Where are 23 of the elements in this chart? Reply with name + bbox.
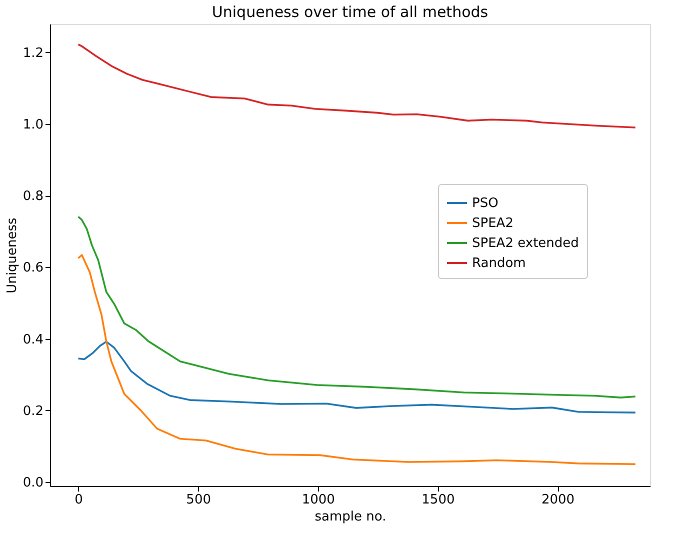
legend-label: SPEA2 extended xyxy=(472,236,579,251)
x-tick-label: 500 xyxy=(186,492,211,508)
line-series xyxy=(77,340,636,414)
y-tick-label: 0.2 xyxy=(22,404,44,419)
x-tick-label: 1500 xyxy=(422,492,455,508)
chart-title: Uniqueness over time of all methods xyxy=(212,3,488,21)
y-axis-title: Uniqueness xyxy=(4,217,20,294)
legend-label: Random xyxy=(472,256,526,271)
y-tick-label: 0.4 xyxy=(22,332,44,348)
y-tick-label: 0.0 xyxy=(22,476,44,491)
legend-label: PSO xyxy=(472,196,498,211)
y-tick-label: 1.0 xyxy=(22,117,44,132)
line-series xyxy=(77,44,636,128)
line-series xyxy=(77,216,636,398)
y-tick-label: 0.6 xyxy=(22,260,44,276)
x-tick-label: 1000 xyxy=(302,492,335,508)
x-tick-label: 2000 xyxy=(541,492,575,508)
x-axis-title: sample no. xyxy=(314,510,386,524)
y-tick-label: 1.2 xyxy=(22,46,44,61)
x-tick-label: 0 xyxy=(74,492,83,508)
legend-label: SPEA2 xyxy=(472,216,514,231)
line-series xyxy=(77,254,636,466)
y-tick-label: 0.8 xyxy=(22,189,44,204)
